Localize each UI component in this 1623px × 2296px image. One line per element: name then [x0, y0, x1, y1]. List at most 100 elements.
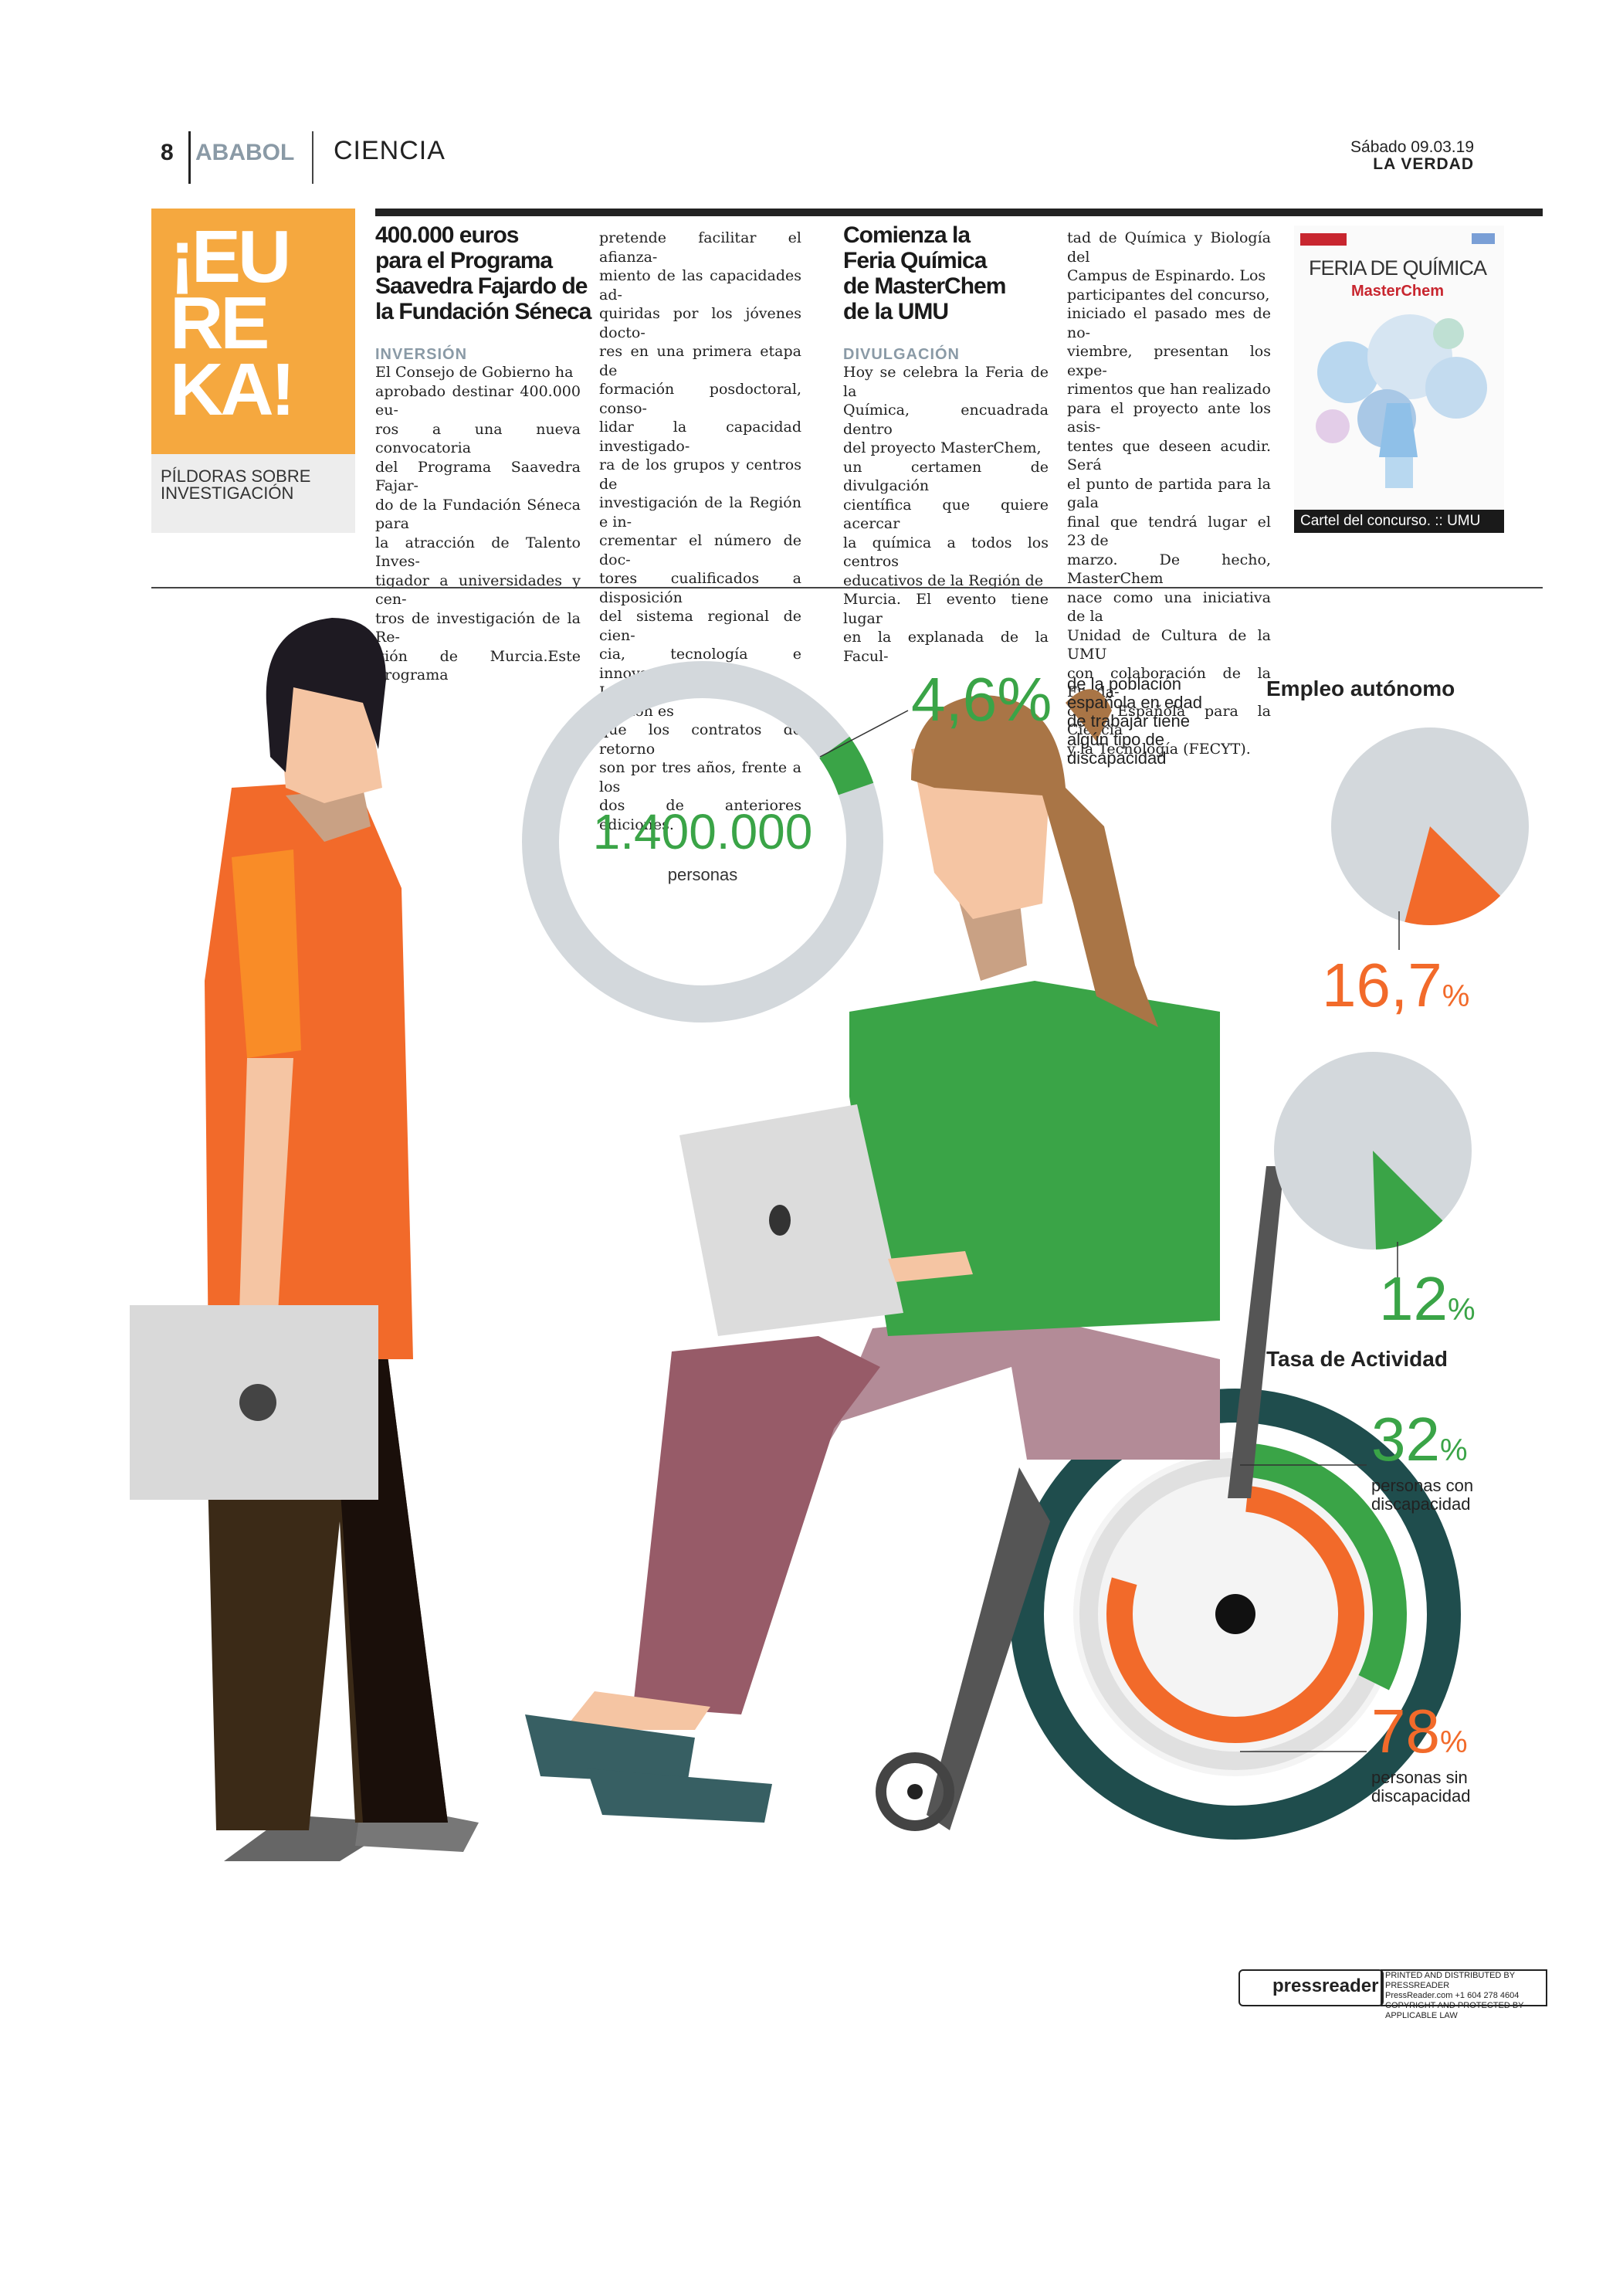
text-line: Hoy se celebra la Feria de la	[843, 364, 1049, 400]
text-line: lidar la capacidad investigado-	[599, 419, 801, 455]
subsection-name: CIENCIA	[334, 136, 446, 165]
text-line: quiridas por los jóvenes docto-	[599, 305, 801, 341]
article1-column1: El Consejo de Gobierno ha aprobado destin…	[375, 363, 581, 685]
pressreader-name: pressreader	[1272, 1976, 1379, 1996]
header-divider	[188, 131, 191, 184]
disability-description: de la población española en edad de trabaj…	[1067, 675, 1202, 768]
pressreader-logo	[1238, 1969, 1384, 2006]
self-employment-value-a: 16,7%	[1322, 950, 1469, 1021]
headline-line: para el Programa	[375, 248, 553, 273]
man-illustration	[205, 618, 479, 1861]
text-line: la química a todos los centros	[843, 534, 1049, 571]
text-line: discapacidad	[1371, 1786, 1471, 1806]
issue-date: Sábado 09.03.19 LA VERDAD	[1350, 139, 1474, 173]
text-line: del Programa Saavedra Fajar-	[375, 458, 581, 495]
text-line: del sistema regional de cien-	[599, 608, 801, 644]
text-line: res en una primera etapa de	[599, 343, 801, 379]
text-line: del proyecto MasterChem,	[843, 439, 1042, 456]
population-number: 1.400.000	[592, 804, 813, 860]
text-line: viembre, presentan los expe-	[1067, 343, 1271, 379]
publication-name: LA VERDAD	[1373, 155, 1474, 173]
text-line: tad de Química y Biología del	[1067, 229, 1271, 266]
article2-column1: Hoy se celebra la Feria de la Química, en…	[843, 363, 1049, 666]
headline-line: de la UMU	[843, 299, 949, 324]
eureka-line: ¡EU	[170, 215, 291, 298]
poster-brand: MasterChem	[1350, 283, 1445, 300]
text-line: PRINTED AND DISTRIBUTED BY PRESSREADER	[1385, 1971, 1515, 1990]
page-number: 8	[161, 140, 174, 165]
headline-line: la Fundación Séneca	[375, 299, 591, 324]
text-line: formación posdoctoral, conso-	[599, 381, 801, 417]
text-line: y la Tecnología (FECYT).	[1067, 740, 1251, 758]
self-employment-slice-a	[1404, 826, 1501, 925]
text-line: miento de las capacidades ad-	[599, 267, 801, 304]
article1-kicker: INVERSIÓN	[375, 346, 468, 363]
text-line: marzo. De hecho, MasterChem	[1067, 551, 1271, 588]
text-line: tigador a universidades y cen-	[375, 571, 581, 609]
eureka-subtitle-line: PÍLDORAS SOBRE	[161, 466, 311, 486]
section-name: ABABOL	[195, 140, 295, 165]
eureka-title: ¡EU RE KA!	[170, 215, 296, 427]
infographic-canvas	[130, 618, 1529, 1861]
text-line: participantes del concurso,	[1067, 286, 1270, 304]
header-divider	[312, 131, 313, 184]
eureka-subtitle: PÍLDORAS SOBRE INVESTIGACIÓN	[161, 468, 310, 502]
self-employment-slice-b	[1373, 1151, 1443, 1250]
value-number: 16,7	[1322, 951, 1442, 1019]
laptop-logo	[239, 1384, 276, 1421]
contest-poster	[1294, 226, 1504, 531]
eureka-subtitle-box: PÍLDORAS SOBRE INVESTIGACIÓN	[151, 454, 355, 533]
text-line: Murcia. El evento tiene lugar	[843, 591, 1049, 627]
text-line: Campus de Espinardo. Los	[1067, 267, 1266, 284]
pressreader-notice: PRINTED AND DISTRIBUTED BY PRESSREADER Pr…	[1381, 1969, 1547, 2020]
percent-sign: %	[1442, 979, 1470, 1013]
text-line: la atracción de Talento Inves-	[375, 534, 581, 571]
text-line: Química, encuadrada dentro	[843, 402, 1049, 438]
poster-caption: Cartel del concurso. :: UMU	[1294, 510, 1504, 533]
text-line: personas sin	[1371, 1768, 1468, 1787]
text-line: discapacidad	[1371, 1494, 1471, 1514]
article1-headline: 400.000 euros para el Programa Saavedra …	[375, 222, 591, 324]
value-number: 78	[1371, 1697, 1440, 1765]
poster-title: FERIA DE QUÍMICA	[1308, 256, 1487, 280]
headline-line: Saavedra Fajardo de	[375, 273, 588, 299]
text-line: el punto de partida para la gala	[1067, 475, 1271, 512]
text-line: Unidad de Cultura de la UMU	[1067, 626, 1271, 663]
text-line: discapacidad	[1067, 748, 1167, 768]
headline-line: de MasterChem	[843, 273, 1006, 299]
headline-line: Comienza la	[843, 222, 971, 248]
headline-line: Feria Química	[843, 248, 987, 273]
value-number: 32	[1371, 1405, 1440, 1474]
eureka-box	[151, 209, 355, 454]
activity-disabled-description: personas con discapacidad	[1371, 1477, 1473, 1514]
article2-headline: Comienza la Feria Química de MasterChem …	[843, 222, 1052, 324]
woman-wheelchair-illustration	[525, 689, 1461, 1840]
percent-sign: %	[1439, 1433, 1468, 1467]
text-line: COPYRIGHT AND PROTECTED BY APPLICABLE LA…	[1385, 2001, 1524, 2020]
text-line: tentes que deseen acudir. Será	[1067, 437, 1271, 474]
eureka-line: RE	[170, 282, 269, 365]
text-line: iniciado el pasado mes de no-	[1067, 305, 1271, 341]
text-line: tores cualificados a disposición	[599, 570, 801, 606]
text-line: en la explanada de la Facul-	[843, 629, 1049, 665]
value-number: 12	[1379, 1264, 1448, 1333]
disability-ring-segment	[819, 736, 874, 795]
text-line: gión de Murcia.Este programa	[375, 647, 581, 684]
activity-rate-title: Tasa de Actividad	[1266, 1347, 1448, 1371]
text-line: PressReader.com +1 604 278 4604	[1385, 1991, 1520, 2000]
activity-disabled-value: 32%	[1371, 1404, 1468, 1475]
text-line: son por tres años, frente a los	[599, 759, 801, 795]
date-text: Sábado 09.03.19	[1350, 138, 1474, 156]
text-line: final que tendrá lugar el 23 de	[1067, 513, 1271, 550]
text-line: educativos de la Región de	[843, 571, 1044, 589]
poster-caption-text: Cartel del concurso. :: UMU	[1300, 513, 1481, 529]
activity-nondisabled-description: personas sin discapacidad	[1371, 1769, 1470, 1806]
eureka-subtitle-line: INVESTIGACIÓN	[161, 483, 294, 503]
text-line: do de la Fundación Séneca para	[375, 496, 581, 533]
self-employment-title: Empleo autónomo	[1266, 677, 1455, 700]
text-line: ros a una nueva convocatoria	[375, 420, 581, 457]
activity-nondisabled-value: 78%	[1371, 1696, 1468, 1767]
disability-percent: 4,6%	[911, 665, 1052, 734]
text-line: científica que quiere acercar	[843, 496, 1049, 533]
population-label: personas	[667, 865, 738, 884]
